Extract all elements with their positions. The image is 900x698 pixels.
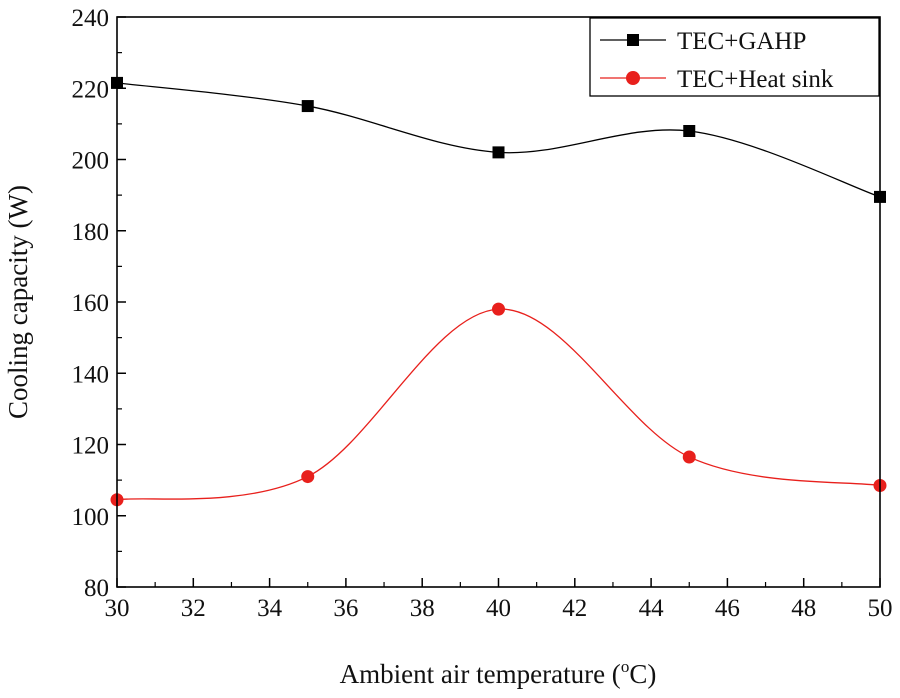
legend-label-tec-heat-sink: TEC+Heat sink [677,66,834,93]
x-tick-label-40: 40 [486,595,511,622]
point-tec-heat-sink-45 [682,450,696,464]
legend-box [589,17,880,97]
x-tick-label-30: 30 [105,595,130,622]
legend: TEC+GAHP TEC+Heat sink [589,17,880,97]
axis-ticks: 30 32 34 36 38 40 42 44 46 48 50 80 100 120 140 160 180 2… [72,5,893,622]
y-tick-label-100: 100 [72,504,110,531]
plot-area-frame [116,16,881,588]
x-tick-label-42: 42 [562,595,587,622]
y-tick-label-80: 80 [84,575,109,602]
x-tick-label-50: 50 [868,595,893,622]
series-line-tec-gahp [116,82,881,198]
series-layer [110,76,887,507]
x-tick-label-48: 48 [791,595,816,622]
x-tick-label-44: 44 [639,595,665,622]
y-tick-label-220: 220 [72,76,110,103]
point-tec-gahp-40 [492,146,505,159]
x-tick-label-36: 36 [333,595,358,622]
legend-marker-tec-gahp [627,34,639,46]
y-tick-label-120: 120 [72,433,110,460]
y-tick-label-140: 140 [72,361,110,388]
x-tick-label-34: 34 [257,595,283,622]
point-tec-heat-sink-40 [492,302,505,316]
point-tec-heat-sink-35 [301,470,315,484]
x-axis-title-prefix: Ambient air temperature ( [340,659,621,689]
x-axis-title-suffix: C) [629,659,656,689]
y-axis-title: Cooling capacity (W) [3,185,33,419]
y-tick-label-180: 180 [72,219,110,246]
y-tick-label-160: 160 [72,290,110,317]
series-line-tec-heat-sink [116,308,881,501]
x-tick-label-32: 32 [181,595,206,622]
x-tick-label-38: 38 [410,595,435,622]
legend-marker-tec-heat-sink [626,71,640,85]
y-tick-label-200: 200 [72,148,110,175]
y-tick-label-240: 240 [72,5,110,32]
x-axis-title: Ambient air temperature (oC) [340,657,657,689]
point-tec-gahp-35 [301,100,314,113]
point-tec-gahp-45 [683,125,696,137]
x-tick-label-46: 46 [715,595,740,622]
legend-label-tec-gahp: TEC+GAHP [677,28,806,55]
x-axis-title-superscript: o [621,657,630,676]
